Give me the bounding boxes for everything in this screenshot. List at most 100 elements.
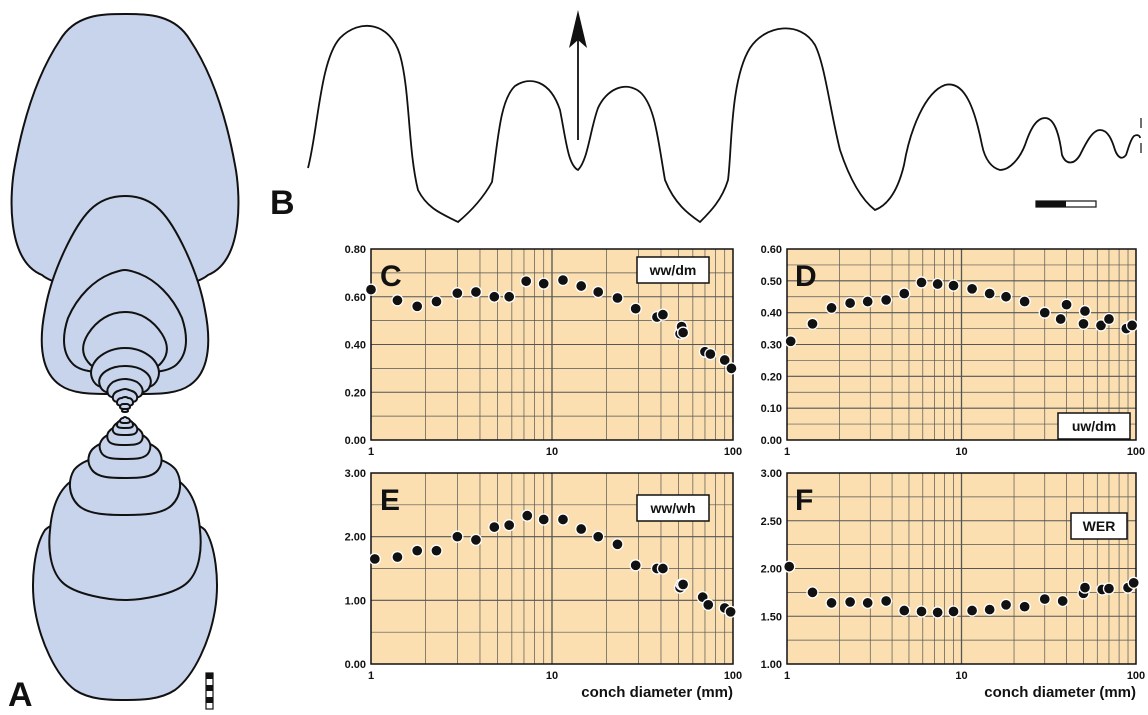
data-point bbox=[704, 347, 717, 361]
data-point bbox=[843, 296, 857, 310]
x-tick-label: 1 bbox=[368, 446, 374, 458]
y-tick-label: 0.00 bbox=[345, 659, 366, 671]
data-point bbox=[1038, 592, 1051, 606]
data-point bbox=[1038, 306, 1051, 319]
data-point bbox=[898, 287, 911, 300]
data-point bbox=[1078, 304, 1092, 318]
data-point bbox=[430, 544, 443, 557]
data-point bbox=[676, 578, 690, 591]
data-point bbox=[488, 290, 501, 303]
data-point bbox=[931, 277, 944, 291]
data-point bbox=[825, 596, 838, 610]
ventral-arrow-icon bbox=[569, 10, 587, 140]
scale-bar-b bbox=[1035, 200, 1097, 208]
data-point bbox=[1077, 317, 1090, 330]
data-point bbox=[880, 594, 893, 608]
ratio-label-box bbox=[1070, 512, 1128, 540]
data-points bbox=[783, 560, 1140, 619]
panel-label-f: F bbox=[795, 484, 813, 517]
y-tick-label: 0.10 bbox=[761, 403, 782, 415]
data-point bbox=[783, 560, 796, 573]
y-tick-label: 2.00 bbox=[761, 564, 782, 576]
data-point bbox=[915, 276, 928, 289]
x-tick-label: 100 bbox=[1127, 670, 1145, 682]
data-point bbox=[469, 285, 483, 299]
ratio-label: WER bbox=[1083, 518, 1116, 534]
data-point bbox=[1127, 576, 1140, 589]
grid-lines bbox=[371, 249, 733, 440]
data-point bbox=[391, 294, 404, 307]
y-tick-label: 0.00 bbox=[761, 435, 782, 447]
chart-panel-c: 0.00 0.20 0.40 0.60 0.80 1 10 100 C ww/dm bbox=[345, 244, 743, 458]
chart-panel-f: 1.00 1.50 2.00 2.50 3.00 1 10 100 conch diameter… bbox=[761, 468, 1146, 701]
whorl-section-upper-10 bbox=[119, 402, 131, 410]
data-point bbox=[430, 295, 443, 308]
ratio-label: ww/dm bbox=[649, 262, 697, 278]
data-point bbox=[391, 550, 404, 564]
data-point bbox=[537, 513, 550, 526]
data-point bbox=[503, 290, 516, 303]
whorl-section-upper-1 bbox=[10, 13, 240, 291]
panel-label-a: A bbox=[8, 676, 33, 714]
data-point bbox=[488, 520, 501, 534]
data-point bbox=[364, 283, 378, 296]
grid-lines bbox=[787, 473, 1136, 664]
panel-label-c: C bbox=[380, 260, 402, 293]
x-tick-label: 1 bbox=[784, 446, 790, 458]
y-tick-label: 1.00 bbox=[761, 659, 782, 671]
data-point bbox=[999, 290, 1013, 303]
data-point bbox=[965, 604, 979, 617]
data-point bbox=[931, 606, 944, 619]
data-point bbox=[806, 317, 819, 330]
data-point bbox=[915, 605, 928, 618]
y-tick-label: 3.00 bbox=[345, 468, 366, 480]
data-point bbox=[806, 586, 819, 599]
data-point bbox=[520, 275, 533, 288]
data-point bbox=[965, 282, 979, 295]
data-point bbox=[611, 538, 624, 551]
y-tick-label: 0.30 bbox=[761, 340, 782, 352]
data-point bbox=[575, 522, 588, 536]
x-tick-label: 100 bbox=[724, 670, 742, 682]
data-point bbox=[702, 598, 715, 611]
data-point bbox=[368, 552, 381, 566]
data-point bbox=[825, 301, 838, 315]
data-point bbox=[843, 595, 857, 609]
plot-frame bbox=[370, 248, 734, 441]
y-tick-label: 0.60 bbox=[345, 292, 366, 304]
data-point bbox=[656, 308, 670, 321]
whorl-section-upper-11 bbox=[121, 408, 129, 413]
data-point bbox=[676, 326, 690, 339]
data-point bbox=[1094, 319, 1108, 332]
data-points bbox=[784, 276, 1139, 348]
ratio-label-box bbox=[636, 256, 710, 284]
data-point bbox=[983, 603, 996, 616]
data-point bbox=[556, 513, 570, 526]
conch-cross-section bbox=[10, 13, 240, 701]
data-point bbox=[724, 605, 737, 618]
y-tick-label: 0.50 bbox=[761, 276, 782, 288]
data-point bbox=[947, 279, 960, 292]
panel-label-b: B bbox=[270, 184, 295, 222]
data-point bbox=[592, 285, 605, 299]
x-tick-label: 10 bbox=[955, 670, 967, 682]
data-point bbox=[718, 353, 731, 367]
data-point bbox=[725, 362, 738, 375]
data-point bbox=[999, 598, 1013, 611]
y-tick-label: 1.50 bbox=[761, 611, 782, 623]
y-tick-label: 0.40 bbox=[761, 308, 782, 320]
data-point bbox=[629, 559, 642, 572]
data-point bbox=[411, 544, 424, 557]
chart-panel-e: 0.00 1.00 2.00 3.00 1 10 100 conch diameter (mm… bbox=[345, 468, 743, 701]
data-point bbox=[947, 605, 960, 618]
ratio-label-box bbox=[1057, 412, 1131, 440]
data-point bbox=[784, 335, 797, 348]
data-point bbox=[611, 291, 624, 305]
y-tick-label: 2.00 bbox=[345, 532, 366, 544]
whorl-section-lower-9 bbox=[119, 416, 131, 424]
y-tick-label: 1.00 bbox=[345, 595, 366, 607]
chart-panel-d: 0.00 0.10 0.20 0.30 0.40 0.50 0.60 1 10 100 Duw/dm bbox=[761, 244, 1146, 458]
data-point bbox=[1102, 582, 1116, 595]
grid-lines bbox=[787, 249, 1136, 440]
